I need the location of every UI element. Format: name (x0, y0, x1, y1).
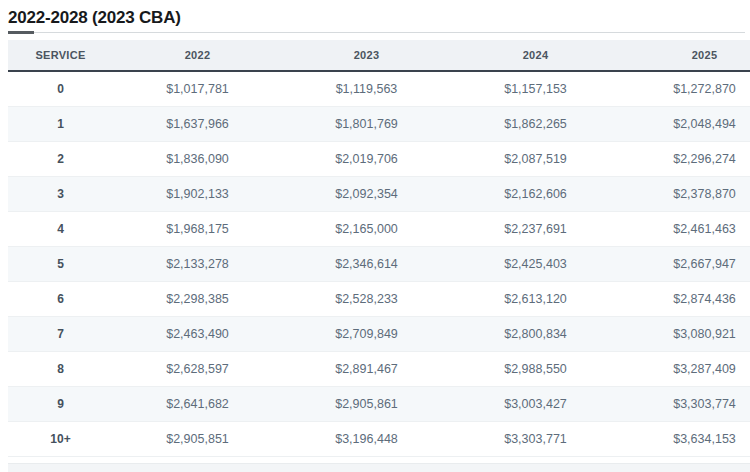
salary-cell: $2,425,403 (451, 247, 620, 282)
salary-cell: $1,272,870 (620, 71, 750, 107)
salary-cell: $2,048,494 (620, 107, 750, 142)
salary-cell: $2,092,354 (282, 177, 451, 212)
salary-table: SERVICE2022202320242025 0$1,017,781$1,11… (8, 40, 750, 457)
service-cell: 10+ (8, 422, 113, 457)
salary-cell: $1,157,153 (451, 71, 620, 107)
table-row-service-10+: 10+$2,905,851$3,196,448$3,303,771$3,634,… (8, 422, 750, 457)
salary-cell: $2,891,467 (282, 352, 451, 387)
salary-cell: $2,133,278 (113, 247, 282, 282)
column-header-2025: 2025 (620, 40, 750, 71)
salary-cell: $2,019,706 (282, 142, 451, 177)
salary-cell: $2,628,597 (113, 352, 282, 387)
salary-cell: $2,905,861 (282, 387, 451, 422)
title-divider (8, 32, 745, 33)
column-header-2022: 2022 (113, 40, 282, 71)
salary-cell: $2,237,691 (451, 212, 620, 247)
salary-cell: $2,463,490 (113, 317, 282, 352)
salary-cell: $1,836,090 (113, 142, 282, 177)
table-row-service-9: 9$2,641,682$2,905,861$3,003,427$3,303,77… (8, 387, 750, 422)
salary-cell: $3,196,448 (282, 422, 451, 457)
salary-cell: $2,709,849 (282, 317, 451, 352)
salary-cell: $1,862,265 (451, 107, 620, 142)
salary-cell: $3,080,921 (620, 317, 750, 352)
service-cell: 6 (8, 282, 113, 317)
column-header-2024: 2024 (451, 40, 620, 71)
partial-next-row-band (8, 463, 750, 472)
salary-cell: $2,988,550 (451, 352, 620, 387)
service-cell: 5 (8, 247, 113, 282)
service-cell: 4 (8, 212, 113, 247)
salary-cell: $2,298,385 (113, 282, 282, 317)
table-row-service-8: 8$2,628,597$2,891,467$2,988,550$3,287,40… (8, 352, 750, 387)
salary-cell: $2,800,834 (451, 317, 620, 352)
salary-cell: $1,801,769 (282, 107, 451, 142)
title-divider-accent (8, 31, 34, 34)
service-cell: 3 (8, 177, 113, 212)
salary-cell: $1,119,563 (282, 71, 451, 107)
table-row-service-0: 0$1,017,781$1,119,563$1,157,153$1,272,87… (8, 71, 750, 107)
salary-cell: $2,613,120 (451, 282, 620, 317)
table-row-service-6: 6$2,298,385$2,528,233$2,613,120$2,874,43… (8, 282, 750, 317)
salary-cell: $1,637,966 (113, 107, 282, 142)
salary-cell: $2,296,274 (620, 142, 750, 177)
salary-cell: $1,017,781 (113, 71, 282, 107)
table-header-row: SERVICE2022202320242025 (8, 40, 750, 71)
service-cell: 7 (8, 317, 113, 352)
salary-cell: $2,528,233 (282, 282, 451, 317)
table-row-service-7: 7$2,463,490$2,709,849$2,800,834$3,080,92… (8, 317, 750, 352)
salary-cell: $2,667,947 (620, 247, 750, 282)
table-row-service-1: 1$1,637,966$1,801,769$1,862,265$2,048,49… (8, 107, 750, 142)
salary-cell: $2,162,606 (451, 177, 620, 212)
table-row-service-2: 2$1,836,090$2,019,706$2,087,519$2,296,27… (8, 142, 750, 177)
salary-cell: $1,902,133 (113, 177, 282, 212)
table-body: 0$1,017,781$1,119,563$1,157,153$1,272,87… (8, 71, 750, 457)
salary-cell: $1,968,175 (113, 212, 282, 247)
salary-cell: $2,087,519 (451, 142, 620, 177)
salary-cell: $2,378,870 (620, 177, 750, 212)
column-header-service: SERVICE (8, 40, 113, 71)
service-cell: 1 (8, 107, 113, 142)
service-cell: 2 (8, 142, 113, 177)
service-cell: 0 (8, 71, 113, 107)
table-row-service-3: 3$1,902,133$2,092,354$2,162,606$2,378,87… (8, 177, 750, 212)
column-header-2023: 2023 (282, 40, 451, 71)
salary-cell: $3,003,427 (451, 387, 620, 422)
table-row-service-4: 4$1,968,175$2,165,000$2,237,691$2,461,46… (8, 212, 750, 247)
salary-cell: $2,641,682 (113, 387, 282, 422)
salary-cell: $2,874,436 (620, 282, 750, 317)
salary-cell: $2,346,614 (282, 247, 451, 282)
salary-cell: $3,634,153 (620, 422, 750, 457)
table-row-service-5: 5$2,133,278$2,346,614$2,425,403$2,667,94… (8, 247, 750, 282)
salary-cell: $3,287,409 (620, 352, 750, 387)
salary-cell: $3,303,774 (620, 387, 750, 422)
salary-cell: $2,165,000 (282, 212, 451, 247)
salary-cell: $3,303,771 (451, 422, 620, 457)
page-title: 2022-2028 (2023 CBA) (8, 0, 750, 29)
salary-cell: $2,461,463 (620, 212, 750, 247)
service-cell: 9 (8, 387, 113, 422)
table-header: SERVICE2022202320242025 (8, 40, 750, 71)
salary-cell: $2,905,851 (113, 422, 282, 457)
service-cell: 8 (8, 352, 113, 387)
page-container: 2022-2028 (2023 CBA) SERVICE202220232024… (0, 0, 750, 472)
